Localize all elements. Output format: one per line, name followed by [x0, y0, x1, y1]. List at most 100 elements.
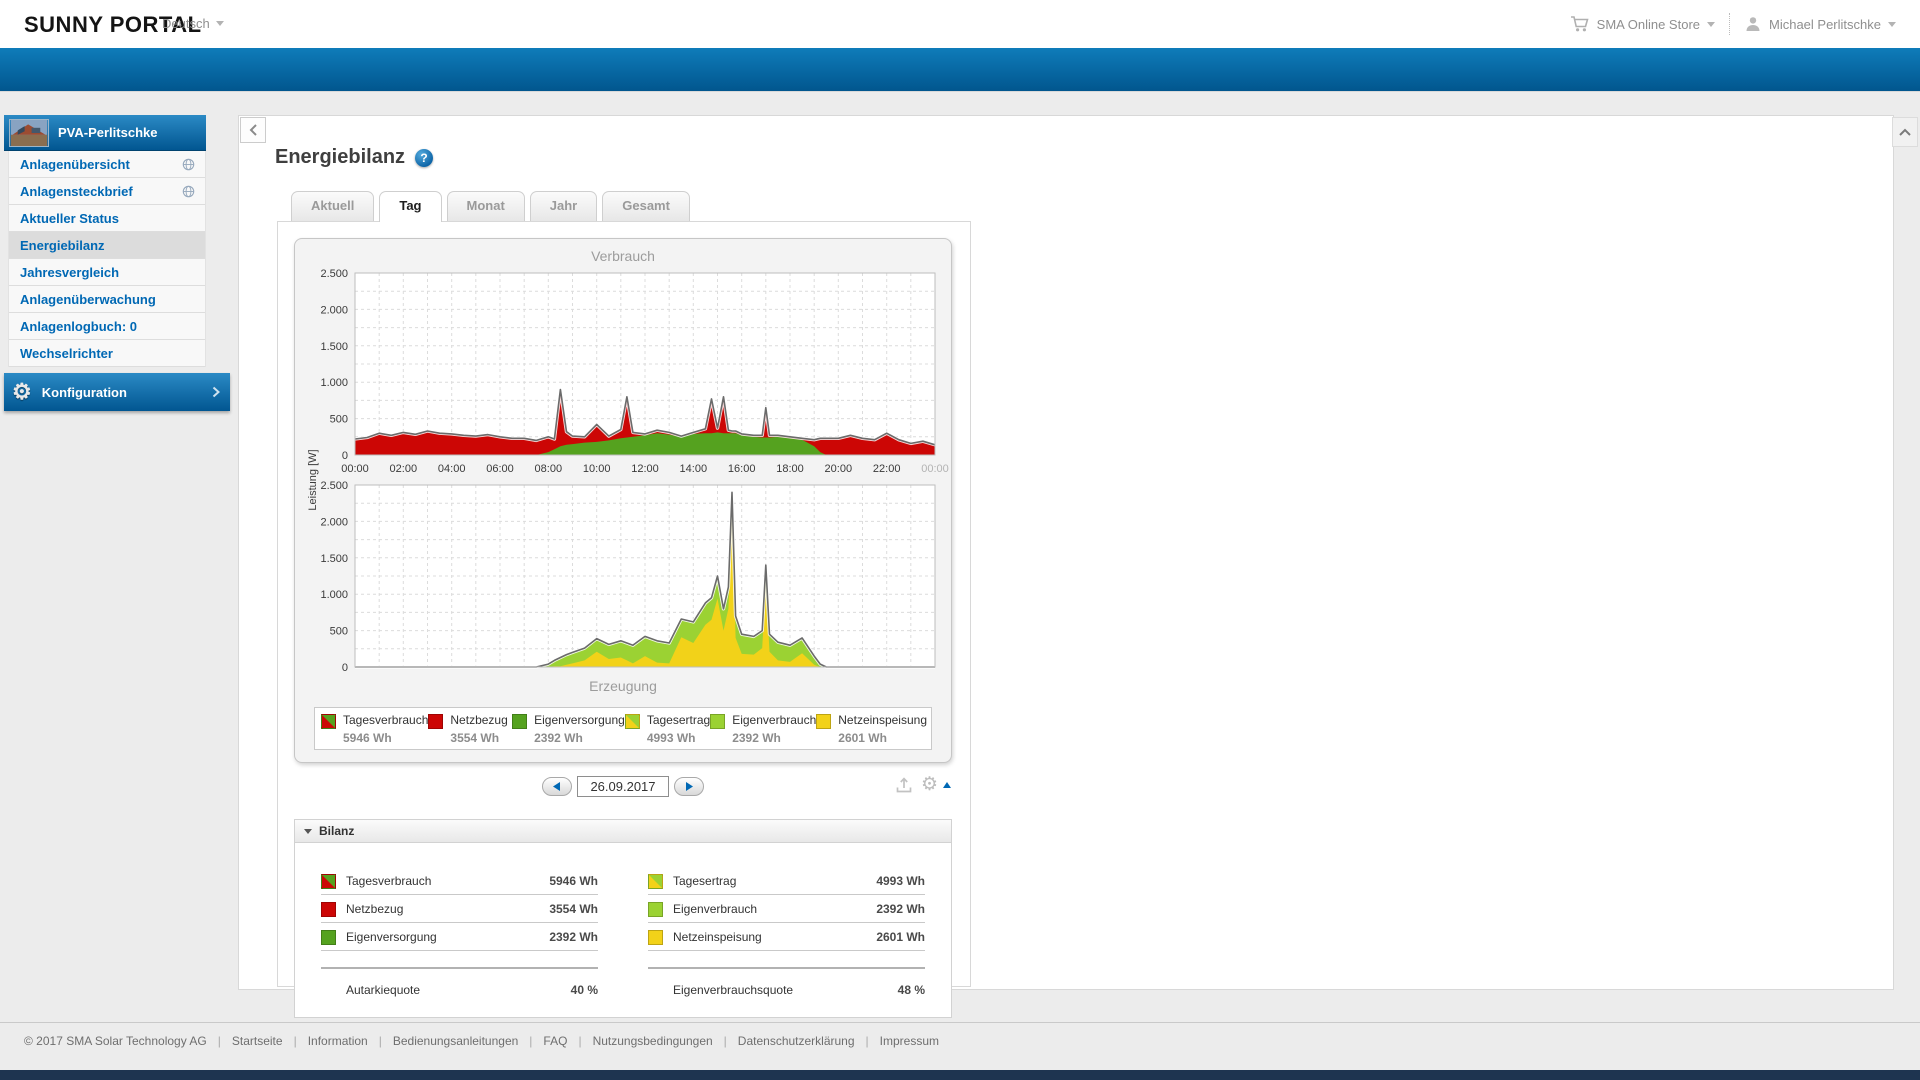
tab-tag[interactable]: Tag [379, 191, 442, 222]
sidebar-item-wechselrichter[interactable]: Wechselrichter [9, 340, 205, 367]
row-label: Autarkiequote [346, 983, 421, 997]
cart-icon [1570, 16, 1589, 32]
svg-text:06:00: 06:00 [486, 463, 514, 475]
svg-text:500: 500 [330, 414, 348, 426]
scroll-top-button[interactable] [1892, 117, 1918, 147]
svg-text:0: 0 [342, 662, 348, 674]
svg-text:500: 500 [330, 626, 348, 638]
date-input[interactable] [577, 775, 669, 797]
sidebar-item-konfiguration[interactable]: ⚙ Konfiguration [4, 373, 230, 411]
row-value: 48 % [897, 983, 925, 997]
next-day-button[interactable] [674, 776, 704, 796]
blue-banner [0, 48, 1920, 92]
help-icon[interactable]: ? [415, 148, 434, 167]
y-axis-label: Leistung [W] [307, 449, 319, 511]
footer-link-startseite[interactable]: Startseite [207, 1034, 283, 1048]
chevron-down-icon [1888, 21, 1896, 27]
tab-monat[interactable]: Monat [446, 191, 525, 221]
row-value: 2392 Wh [876, 901, 925, 916]
netzeinspeisung-swatch [816, 714, 832, 729]
online-store-menu[interactable]: SMA Online Store [1570, 15, 1715, 33]
footer-link-nutzungsbedingungen[interactable]: Nutzungsbedingungen [567, 1034, 713, 1048]
bottom-bar [0, 1070, 1920, 1080]
user-menu[interactable]: Michael Perlitschke [1744, 15, 1896, 33]
table-row: Netzeinspeisung 2601 Wh [648, 923, 925, 951]
tab-gesamt[interactable]: Gesamt [602, 191, 690, 221]
netzbezug-swatch [321, 901, 336, 917]
row-label: Eigenverbrauchsquote [673, 983, 794, 997]
svg-text:1.000: 1.000 [320, 589, 348, 601]
row-label: Eigenverbrauch [673, 901, 758, 916]
eigenversorgung-swatch [512, 714, 528, 729]
sidebar-item-label: Jahresvergleich [20, 264, 120, 280]
legend-label: Tagesverbrauch [343, 713, 429, 727]
sidebar-item-anlagenlogbuch[interactable]: Anlagenlogbuch: 0 [9, 313, 205, 340]
page-title: Energiebilanz [275, 146, 406, 168]
config-label: Konfiguration [41, 384, 127, 400]
legend-value: 2601 Wh [838, 731, 887, 745]
sidebar-item-aktueller-status[interactable]: Aktueller Status [9, 205, 205, 232]
bilanz-header[interactable]: Bilanz [295, 820, 951, 843]
chart-settings-icon[interactable]: ⚙ [920, 774, 938, 795]
svg-text:14:00: 14:00 [680, 463, 708, 475]
legend-label: Tagesertrag [646, 713, 711, 727]
sunny-portal-logo: SUNNY PORTAL [24, 12, 202, 37]
export-icon[interactable] [895, 776, 913, 794]
previous-day-button[interactable] [542, 776, 572, 796]
svg-text:20:00: 20:00 [825, 463, 853, 475]
globe-icon [182, 158, 195, 170]
sidebar-item-jahresvergleich[interactable]: Jahresvergleich [9, 259, 205, 286]
plant-name: PVA-Perlitschke [58, 125, 158, 140]
language-selector[interactable]: Deutsch [162, 16, 224, 31]
period-tabs: Aktuell Tag Monat Jahr Gesamt [291, 191, 1893, 222]
eigenverbrauchsquote-row: Eigenverbrauchsquote 48 % [648, 969, 925, 997]
plant-header[interactable]: PVA-Perlitschke [4, 115, 206, 151]
sidebar-item-label: Anlagensteckbrief [20, 183, 133, 199]
legend-item: Eigenversorgung 2392 Wh [512, 713, 625, 745]
sidebar-collapse-button[interactable] [240, 117, 266, 143]
row-value: 40 % [570, 983, 598, 997]
svg-text:10:00: 10:00 [583, 463, 611, 475]
footer-link-datenschutzerklaerung[interactable]: Datenschutzerklärung [713, 1034, 855, 1048]
sidebar-item-label: Anlagenlogbuch: 0 [20, 318, 137, 334]
table-row: Eigenversorgung 2392 Wh [321, 923, 598, 951]
chevron-down-icon [215, 21, 224, 26]
footer-link-faq[interactable]: FAQ [518, 1034, 567, 1048]
legend-label: Netzeinspeisung [838, 713, 927, 727]
collapse-triangle-icon [304, 828, 312, 834]
svg-text:2.000: 2.000 [320, 516, 348, 528]
copyright-text: © 2017 SMA Solar Technology AG [24, 1034, 207, 1048]
svg-text:2.500: 2.500 [320, 480, 348, 492]
main-panel: Energiebilanz ? Aktuell Tag Monat Jahr G… [238, 115, 1894, 1018]
footer-link-bedienungsanleitungen[interactable]: Bedienungsanleitungen [368, 1034, 518, 1048]
row-label: Netzbezug [346, 901, 404, 916]
header-divider [1729, 13, 1730, 35]
legend-item: Tagesverbrauch 5946 Wh [321, 713, 428, 745]
footer-link-impressum[interactable]: Impressum [855, 1034, 939, 1048]
bilanz-panel: Bilanz Tagesverbrauch 5946 Wh Netzbezug … [294, 819, 952, 1018]
sidebar-item-energiebilanz[interactable]: Energiebilanz [9, 232, 205, 259]
svg-text:1.000: 1.000 [320, 377, 348, 389]
chevron-up-icon [1899, 128, 1911, 136]
bilanz-title: Bilanz [319, 824, 355, 838]
chart-panel: Leistung [W] Verbrauch 0 500 1.000 1.500 2.0… [294, 238, 952, 763]
sidebar-item-anlagensteckbrief[interactable]: Anlagensteckbrief [9, 178, 205, 205]
legend-label: Netzbezug [450, 713, 508, 727]
svg-text:16:00: 16:00 [728, 463, 756, 475]
divider [321, 967, 598, 969]
eigenversorgung-swatch [321, 929, 336, 945]
footer-link-information[interactable]: Information [283, 1034, 368, 1048]
svg-text:2.000: 2.000 [320, 304, 348, 316]
sidebar-item-label: Anlagenübersicht [20, 156, 130, 172]
erzeugung-title: Erzeugung [589, 678, 657, 694]
bilanz-left-column: Tagesverbrauch 5946 Wh Netzbezug 3554 Wh… [321, 867, 598, 997]
row-value: 5946 Wh [549, 873, 598, 888]
legend-value: 2392 Wh [534, 731, 583, 745]
tab-jahr[interactable]: Jahr [529, 191, 598, 221]
tab-aktuell[interactable]: Aktuell [291, 191, 375, 221]
legend-label: Eigenverbrauch [732, 713, 817, 727]
tagesverbrauch-swatch [321, 714, 336, 729]
sidebar-item-anlagenuebersicht[interactable]: Anlagenübersicht [9, 151, 205, 178]
arrow-left-icon [553, 781, 560, 791]
sidebar-item-anlagenueberwachung[interactable]: Anlagenüberwachung [9, 286, 205, 313]
